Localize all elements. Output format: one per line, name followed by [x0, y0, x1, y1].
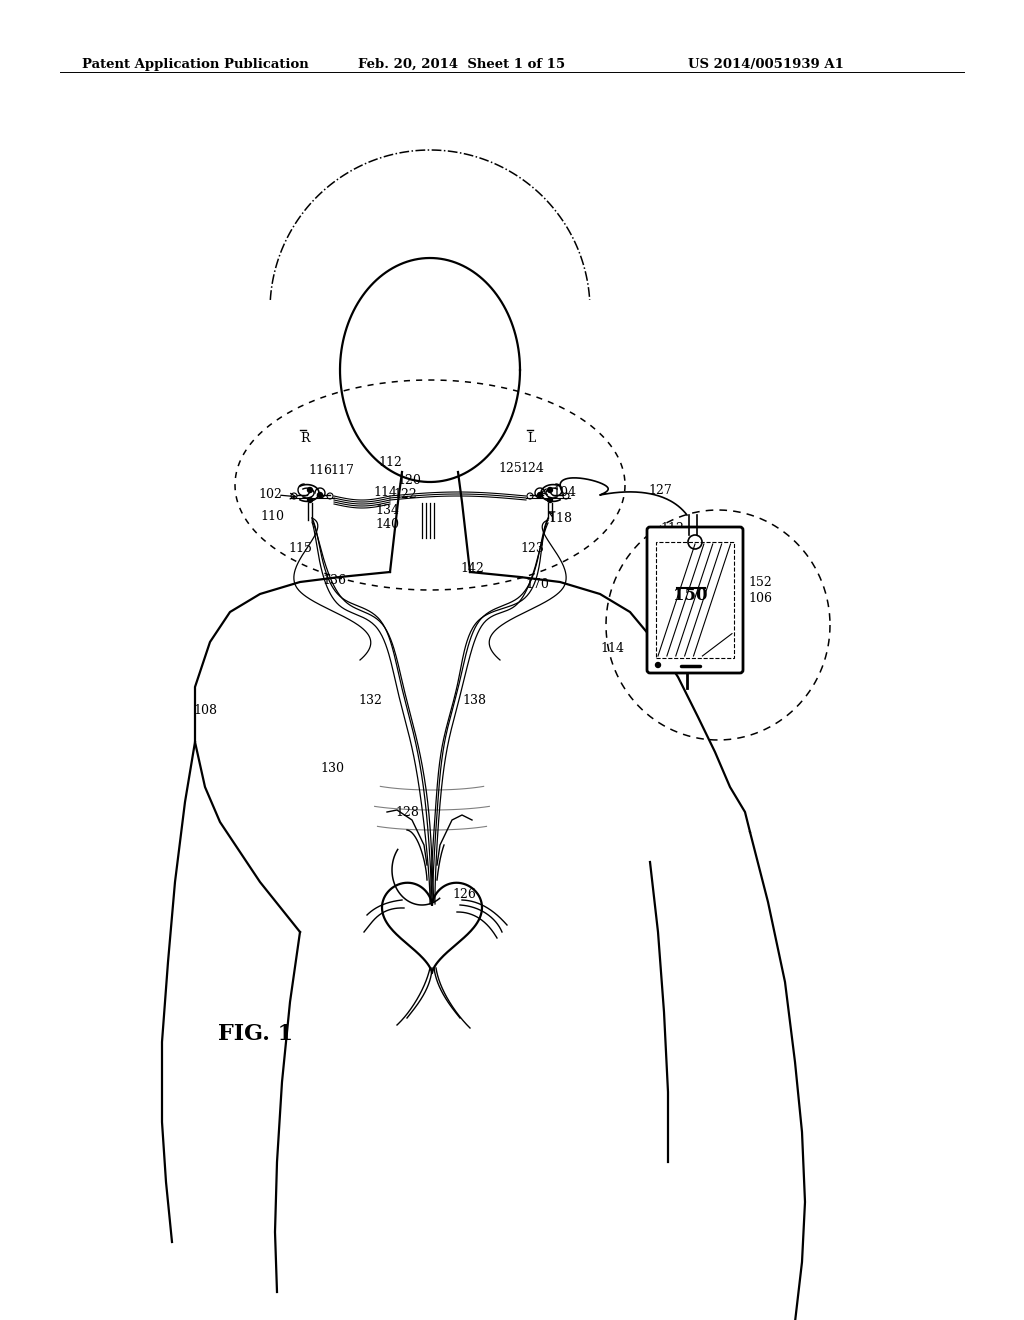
Text: 102: 102 — [258, 488, 282, 502]
Text: 152: 152 — [748, 576, 772, 589]
Text: Feb. 20, 2014  Sheet 1 of 15: Feb. 20, 2014 Sheet 1 of 15 — [358, 58, 565, 71]
Text: Patent Application Publication: Patent Application Publication — [82, 58, 309, 71]
Text: 110: 110 — [260, 510, 284, 523]
Text: FIG. 1: FIG. 1 — [218, 1023, 293, 1045]
Text: 142: 142 — [460, 561, 484, 574]
Text: 128: 128 — [395, 805, 419, 818]
Circle shape — [655, 663, 660, 668]
Text: 140: 140 — [375, 519, 399, 532]
Text: 104: 104 — [552, 486, 575, 499]
Text: 117: 117 — [330, 463, 354, 477]
Text: 150: 150 — [673, 586, 708, 603]
Text: US 2014/0051939 A1: US 2014/0051939 A1 — [688, 58, 844, 71]
Text: 115: 115 — [288, 541, 312, 554]
Text: 116: 116 — [308, 463, 332, 477]
FancyBboxPatch shape — [647, 527, 743, 673]
Text: 136: 136 — [322, 573, 346, 586]
Text: 125: 125 — [498, 462, 522, 474]
Text: L: L — [527, 432, 536, 445]
Text: 114: 114 — [373, 487, 397, 499]
Text: 138: 138 — [462, 693, 486, 706]
Text: 122: 122 — [393, 487, 417, 500]
Circle shape — [307, 487, 312, 492]
Text: 120: 120 — [397, 474, 421, 487]
Text: 126: 126 — [452, 888, 476, 902]
Bar — [656, 543, 734, 657]
Text: R: R — [300, 432, 309, 445]
Text: 108: 108 — [193, 704, 217, 717]
Text: 124: 124 — [520, 462, 544, 474]
Circle shape — [307, 498, 312, 503]
Circle shape — [538, 492, 543, 498]
Text: 106: 106 — [748, 591, 772, 605]
Text: 170: 170 — [525, 578, 549, 591]
Text: 127: 127 — [648, 483, 672, 496]
Circle shape — [317, 492, 323, 498]
Circle shape — [548, 498, 553, 503]
Text: 112: 112 — [378, 455, 401, 469]
Circle shape — [548, 487, 553, 492]
Text: 112: 112 — [660, 521, 684, 535]
Text: 118: 118 — [548, 511, 572, 524]
Text: 114: 114 — [600, 642, 624, 655]
Text: 123: 123 — [520, 541, 544, 554]
Text: 132: 132 — [358, 693, 382, 706]
Text: 134: 134 — [375, 503, 399, 516]
Text: 130: 130 — [319, 762, 344, 775]
